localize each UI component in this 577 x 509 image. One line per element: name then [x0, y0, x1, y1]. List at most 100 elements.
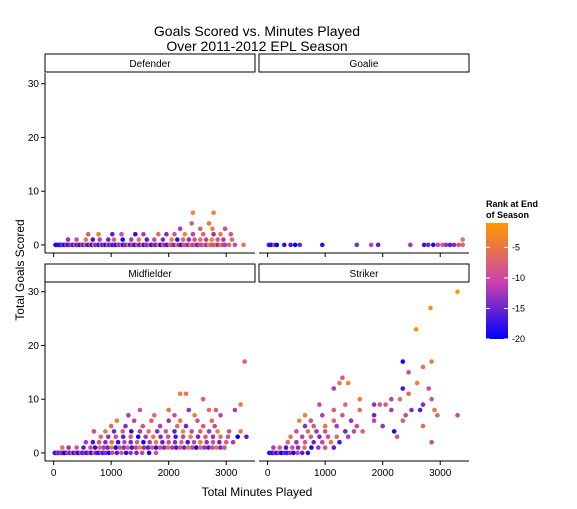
- data-point: [215, 429, 220, 434]
- data-point: [128, 439, 133, 445]
- data-point: [299, 450, 305, 456]
- data-point: [172, 231, 177, 237]
- data-point: [165, 434, 171, 440]
- data-point: [354, 423, 360, 429]
- data-point: [135, 434, 141, 440]
- data-point: [198, 226, 203, 232]
- data-point: [431, 242, 436, 248]
- data-point: [128, 450, 133, 456]
- data-point: [218, 434, 223, 440]
- data-point: [106, 237, 111, 242]
- data-point: [190, 231, 196, 237]
- data-point: [117, 445, 123, 450]
- data-point: [115, 439, 121, 445]
- data-point: [337, 439, 342, 445]
- data-point: [334, 434, 340, 440]
- data-point: [106, 434, 111, 440]
- data-point: [188, 434, 193, 440]
- chart-title-line2: Over 2011-2012 EPL Season: [166, 38, 347, 54]
- data-point: [169, 445, 175, 450]
- data-point: [134, 439, 140, 445]
- data-point: [317, 434, 322, 440]
- data-point: [455, 413, 460, 418]
- data-point: [229, 237, 235, 242]
- data-point: [215, 237, 220, 242]
- data-point: [90, 439, 96, 445]
- data-point: [414, 380, 420, 386]
- data-point: [357, 407, 363, 413]
- data-point: [226, 429, 232, 434]
- data-point: [180, 434, 186, 440]
- data-point: [202, 445, 207, 450]
- data-point: [409, 407, 414, 413]
- data-point: [103, 439, 108, 445]
- data-point: [74, 445, 79, 450]
- data-point: [328, 439, 334, 445]
- data-point: [218, 445, 223, 450]
- data-point: [206, 407, 212, 413]
- data-point: [109, 445, 114, 450]
- data-point: [129, 237, 134, 242]
- data-point: [302, 445, 307, 450]
- data-point: [337, 380, 342, 386]
- data-point: [200, 396, 206, 402]
- data-point: [105, 445, 110, 450]
- x-tick-label: 0: [265, 468, 271, 479]
- data-point: [126, 413, 131, 418]
- data-point: [211, 210, 216, 215]
- data-point: [360, 429, 365, 434]
- data-point: [152, 413, 157, 418]
- data-point: [305, 450, 311, 456]
- data-point: [66, 445, 71, 450]
- data-point: [110, 231, 115, 237]
- data-point: [371, 418, 377, 424]
- legend-title-line1: Rank at End: [486, 199, 538, 209]
- data-point: [288, 434, 293, 440]
- data-point: [299, 434, 305, 440]
- data-point: [406, 370, 411, 375]
- legend-tick-label: -10: [512, 273, 525, 283]
- data-point: [375, 242, 381, 248]
- data-point: [432, 407, 437, 413]
- y-tick-label: 0: [33, 240, 39, 251]
- facet-strip-goalie: [258, 53, 470, 73]
- data-point: [128, 434, 133, 440]
- data-point: [225, 434, 231, 440]
- data-point: [106, 450, 112, 456]
- data-point: [206, 429, 212, 434]
- data-point: [331, 386, 337, 391]
- data-point: [139, 450, 145, 456]
- data-point: [214, 445, 219, 450]
- data-point: [322, 445, 328, 450]
- data-point: [440, 242, 445, 248]
- data-point: [211, 231, 216, 237]
- data-point: [217, 439, 222, 445]
- data-point: [137, 407, 143, 413]
- data-point: [394, 434, 400, 440]
- data-point: [340, 413, 345, 418]
- data-point: [153, 445, 159, 450]
- data-point: [92, 445, 98, 450]
- data-point: [320, 242, 325, 248]
- data-point: [194, 445, 199, 450]
- data-point: [191, 439, 197, 445]
- data-point: [113, 445, 119, 450]
- data-point: [331, 418, 337, 424]
- data-point: [206, 445, 211, 450]
- chart-title-line1: Goals Scored vs. Minutes Played: [154, 23, 360, 39]
- data-point: [426, 386, 432, 391]
- data-point: [183, 423, 189, 429]
- data-point: [145, 445, 151, 450]
- data-point: [96, 439, 102, 445]
- x-tick-label: 2000: [158, 468, 181, 479]
- data-point: [391, 429, 397, 434]
- data-point: [110, 450, 115, 456]
- data-point: [368, 242, 374, 248]
- data-point: [121, 445, 127, 450]
- data-point: [210, 434, 216, 440]
- data-point: [134, 450, 139, 456]
- y-tick-label: 0: [33, 448, 39, 459]
- data-point: [417, 407, 423, 413]
- data-point: [181, 445, 187, 450]
